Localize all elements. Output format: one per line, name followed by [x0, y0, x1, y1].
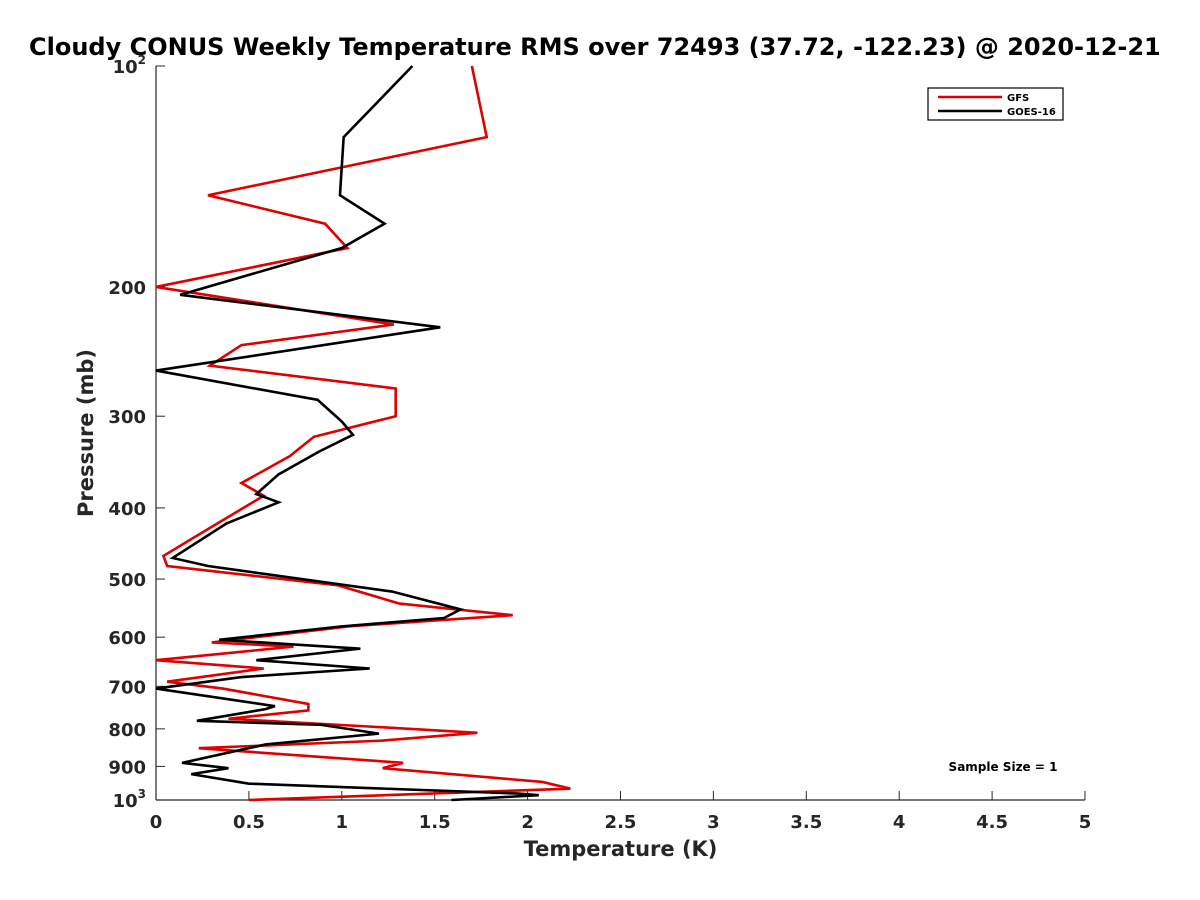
x-tick-label: 2: [521, 812, 534, 833]
y-axis-label: Pressure (mb): [74, 349, 98, 517]
y-tick-label: 400: [108, 499, 146, 520]
legend-box: [927, 87, 1064, 121]
y-tick-label: 300: [108, 407, 146, 428]
legend: GFS GOES-16: [927, 87, 1064, 121]
x-tick-label: 5: [1079, 812, 1092, 833]
y-tick-label: 600: [108, 628, 146, 649]
y-tick-label: 900: [108, 757, 146, 778]
x-tick-label: 4: [893, 812, 906, 833]
y-tick-label: 800: [108, 720, 146, 741]
sample-size-annotation: Sample Size = 1: [949, 760, 1058, 774]
series-group: [155, 65, 571, 802]
chart-title: Cloudy CONUS Weekly Temperature RMS over…: [29, 33, 1161, 61]
x-tick-label: 4.5: [976, 812, 1008, 833]
legend-entry-label: GFS: [1007, 93, 1029, 104]
y-tick-label: 102: [113, 53, 146, 78]
series-line-gfs: [155, 65, 571, 802]
y-tick-label: 500: [108, 570, 146, 591]
x-tick-label: 3.5: [790, 812, 822, 833]
x-tick-label: 2.5: [605, 812, 637, 833]
x-axis-label: Temperature (K): [524, 837, 718, 861]
x-tick-label: 1.5: [419, 812, 451, 833]
y-tick-label: 103: [113, 787, 146, 812]
x-tick-label: 0: [150, 812, 163, 833]
y-tick-label: 700: [108, 677, 146, 698]
legend-entry-label: GOES-16: [1007, 107, 1056, 118]
series-line-goes-16: [155, 65, 539, 802]
axes-group: 0 0.5 1 1.5 2 2.5 3 3.5 4 4.5 5 102 200 300 400 500 600 7…: [108, 53, 1091, 833]
x-tick-label: 3: [707, 812, 720, 833]
x-tick-label: 1: [336, 812, 349, 833]
y-tick-label: 200: [108, 278, 146, 299]
x-tick-label: 0.5: [233, 812, 265, 833]
